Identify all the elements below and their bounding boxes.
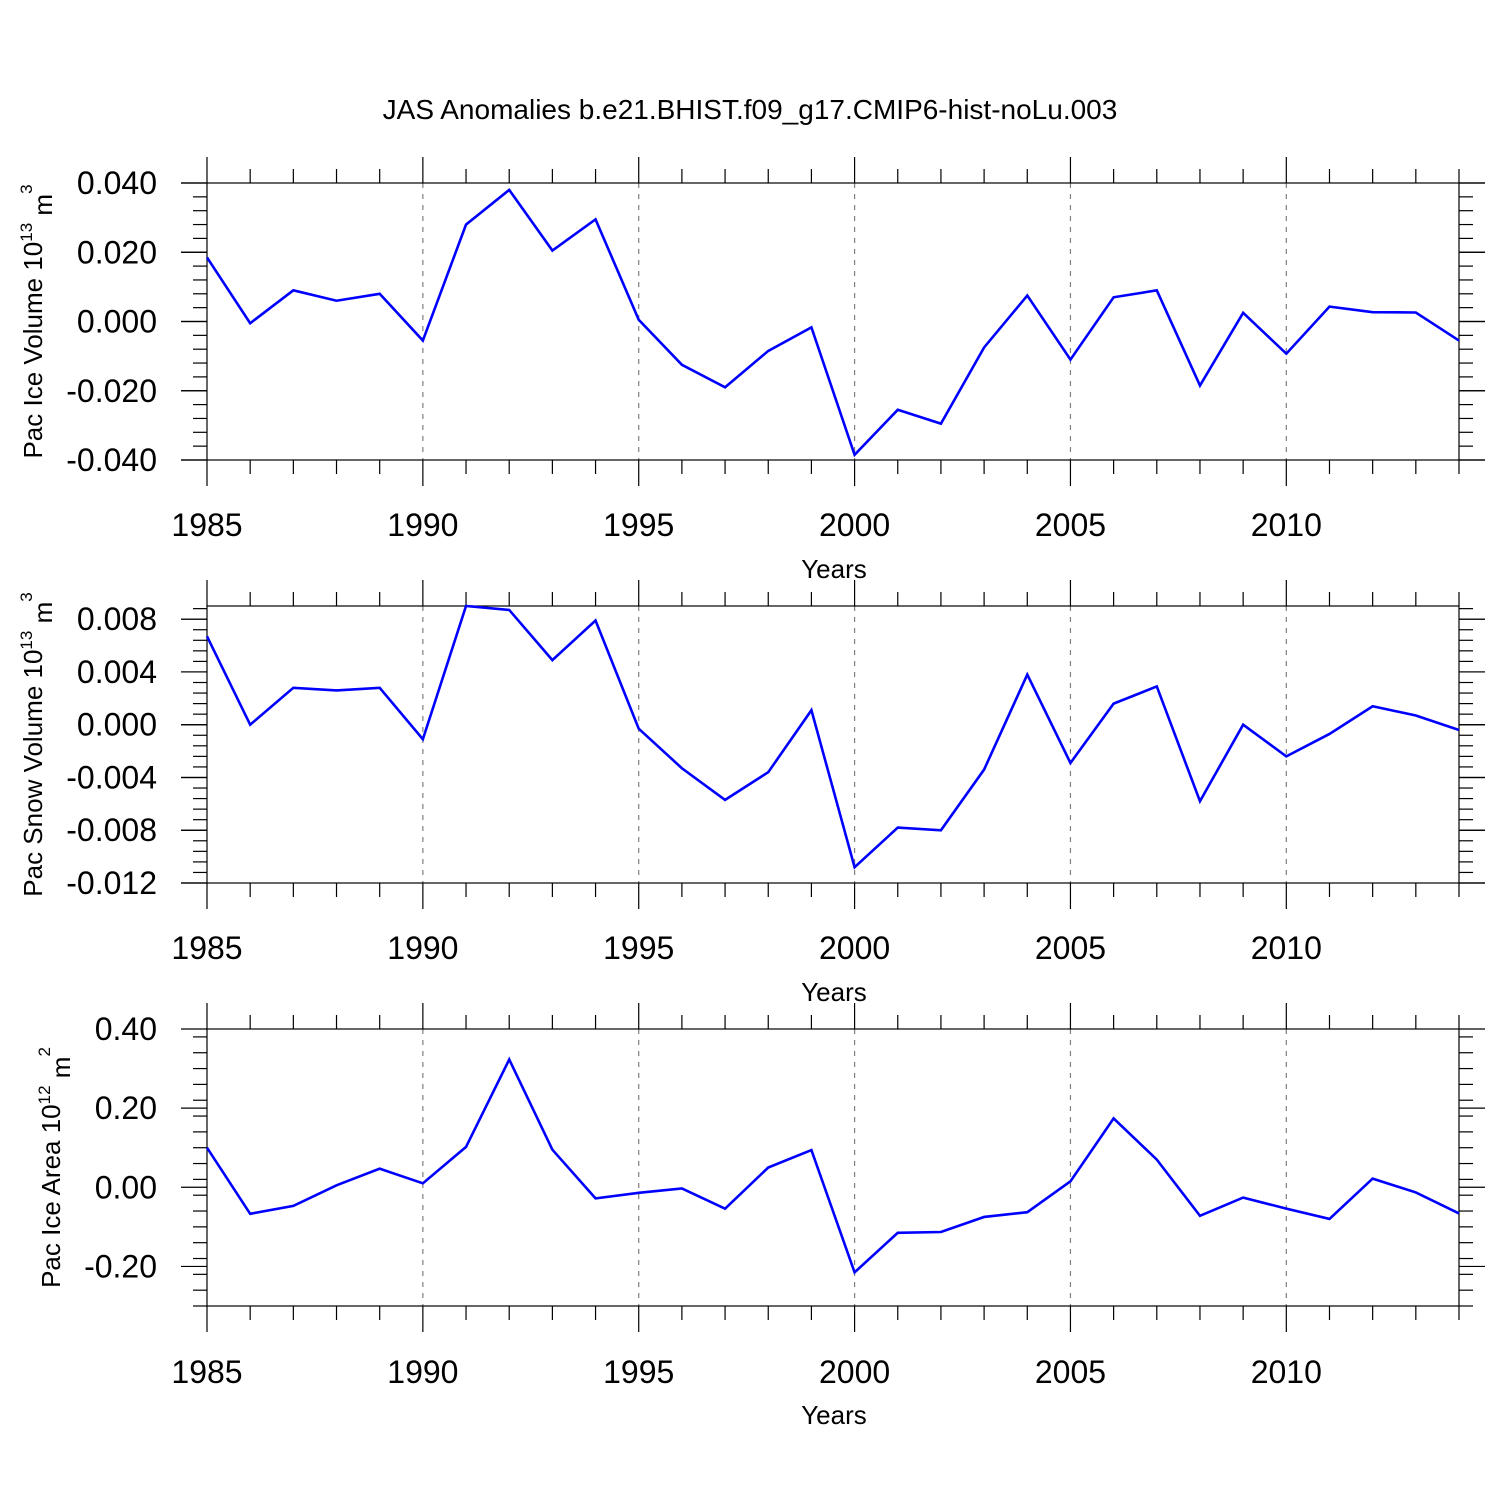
x-tick-label: 1990: [387, 930, 458, 966]
y-tick-label: 0.40: [95, 1011, 157, 1047]
plot-frame: [206, 605, 1460, 884]
y-label-unit-exponent: 3: [17, 184, 36, 193]
x-tick-label: 1995: [603, 930, 674, 966]
y-tick-label: -0.040: [66, 442, 157, 478]
y-label-exponent: 13: [17, 223, 36, 242]
y-tick-label: -0.020: [66, 373, 157, 409]
y-label-exponent: 13: [17, 631, 36, 650]
x-tick-label: 2000: [819, 507, 890, 543]
x-axis-label: Years: [801, 977, 867, 1007]
x-tick-label: 2000: [819, 930, 890, 966]
x-tick-label: 1990: [387, 507, 458, 543]
x-axis-label: Years: [801, 554, 867, 584]
x-tick-label: 1985: [171, 930, 242, 966]
y-label-exponent: 12: [35, 1085, 54, 1104]
y-axis-label: Pac Ice Area 1012 m2: [35, 1047, 76, 1288]
y-axis-label: Pac Snow Volume 1013 m3: [17, 592, 58, 896]
x-tick-label: 1995: [603, 1354, 674, 1390]
series-line: [205, 604, 1460, 870]
y-label-text: Pac Ice Area 10: [36, 1104, 66, 1288]
panel-2: -0.012 -0.008 -0.004 0.000 0.004 0.008 1985 199…: [17, 580, 1485, 1007]
y-tick-label: 0.004: [77, 654, 157, 690]
x-tick-label: 2005: [1035, 930, 1106, 966]
plot-frame: [206, 1028, 1460, 1307]
y-label-unit: m: [46, 1057, 76, 1086]
panel-1: -0.040 -0.020 0.000 0.020 0.040 1985 1990 1995 2…: [17, 157, 1485, 584]
x-tick-label: 1985: [171, 507, 242, 543]
x-tick-label: 2010: [1251, 507, 1322, 543]
y-tick-label: 0.20: [95, 1090, 157, 1126]
y-label-unit-exponent: 3: [17, 592, 36, 601]
y-tick-label: 0.000: [77, 304, 157, 340]
x-tick-label: 1985: [171, 1354, 242, 1390]
y-tick-label: -0.008: [66, 812, 157, 848]
x-tick-label: 1990: [387, 1354, 458, 1390]
x-tick-label: 2010: [1251, 1354, 1322, 1390]
y-tick-label: -0.012: [66, 865, 157, 901]
y-label-unit: m: [28, 194, 58, 223]
panels: -0.040 -0.020 0.000 0.020 0.040 1985 1990 1995 2…: [17, 157, 1485, 1430]
series-line: [205, 1056, 1460, 1275]
x-tick-label: 2010: [1251, 930, 1322, 966]
y-tick-label: 0.00: [95, 1169, 157, 1205]
panel-3: -0.20 0.00 0.20 0.40 1985 1990 1995 2000 2005 201…: [35, 1003, 1485, 1430]
x-axis-label: Years: [801, 1400, 867, 1430]
y-label-unit-exponent: 2: [35, 1047, 54, 1056]
x-tick-label: 2005: [1035, 507, 1106, 543]
y-label-text: Pac Ice Volume 10: [18, 242, 48, 459]
x-tick-label: 2005: [1035, 1354, 1106, 1390]
y-tick-label: 0.008: [77, 601, 157, 637]
y-label-unit: m: [28, 602, 58, 631]
x-tick-label: 2000: [819, 1354, 890, 1390]
y-tick-label: 0.040: [77, 165, 157, 201]
y-tick-label: 0.020: [77, 234, 157, 270]
y-tick-label: -0.20: [84, 1248, 157, 1284]
series-line: [205, 188, 1460, 458]
x-tick-label: 1995: [603, 507, 674, 543]
y-tick-label: 0.000: [77, 707, 157, 743]
y-tick-label: -0.004: [66, 759, 157, 795]
chart-title: JAS Anomalies b.e21.BHIST.f09_g17.CMIP6-…: [383, 94, 1118, 125]
y-label-text: Pac Snow Volume 10: [18, 650, 48, 897]
y-axis-label: Pac Ice Volume 1013 m3: [17, 184, 58, 458]
